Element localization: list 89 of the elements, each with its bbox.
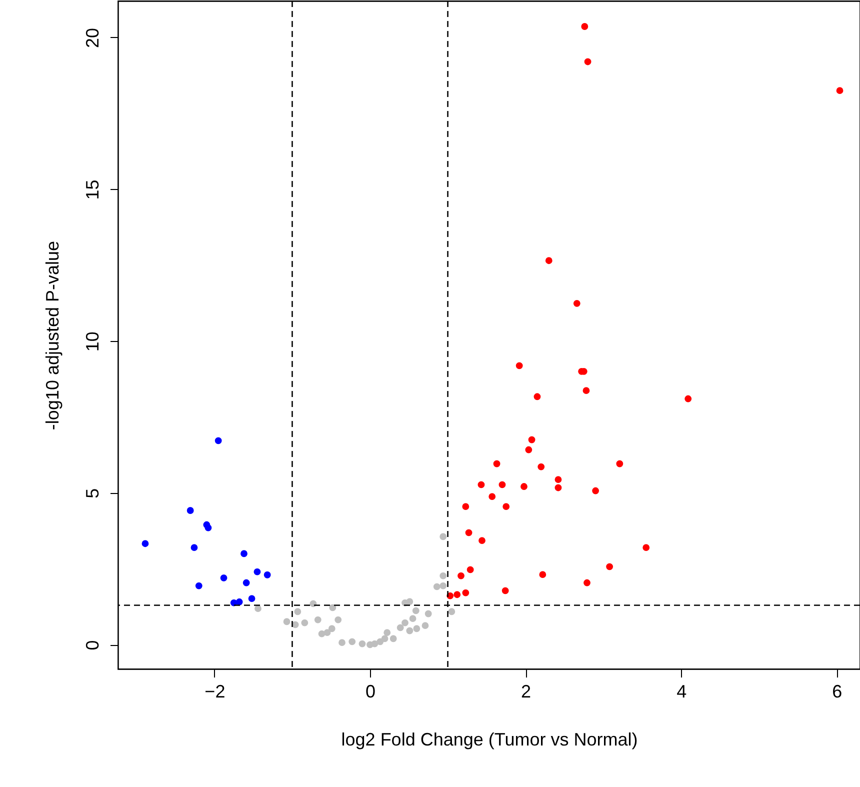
point <box>528 436 536 444</box>
point <box>466 566 474 574</box>
point <box>190 544 198 552</box>
point <box>642 544 650 552</box>
point <box>390 635 397 642</box>
point <box>584 579 590 586</box>
point <box>465 529 472 536</box>
point <box>358 640 366 648</box>
point <box>448 608 456 616</box>
point <box>214 437 222 444</box>
point <box>582 387 590 394</box>
point <box>324 629 331 636</box>
x-tick-label: 4 <box>676 682 687 702</box>
point <box>381 635 388 642</box>
point <box>539 571 546 578</box>
y-tick-label: 0 <box>82 640 102 650</box>
point <box>616 460 624 468</box>
point <box>554 484 562 492</box>
point <box>478 481 485 488</box>
point <box>186 507 194 514</box>
point <box>402 619 408 626</box>
y-tick-label: 10 <box>82 332 102 352</box>
point <box>338 639 346 646</box>
x-tick-label: −2 <box>204 682 226 702</box>
point <box>413 625 420 632</box>
point <box>525 446 532 454</box>
point <box>254 568 261 576</box>
point <box>283 618 290 626</box>
point <box>502 503 510 510</box>
x-tick-label: 6 <box>832 682 842 702</box>
y-axis-title: -log10 adjusted P-value <box>42 240 62 430</box>
point <box>458 572 464 580</box>
x-tick-label: 2 <box>521 682 532 702</box>
point <box>440 533 447 540</box>
point <box>248 595 256 602</box>
point <box>409 615 416 622</box>
point <box>195 582 202 590</box>
point <box>534 393 541 400</box>
point <box>462 503 470 510</box>
point <box>406 598 414 606</box>
point <box>836 87 844 94</box>
point <box>329 604 336 612</box>
point <box>502 587 509 594</box>
point <box>440 572 447 580</box>
x-tick-label: 0 <box>365 682 376 702</box>
point <box>242 579 250 586</box>
point <box>422 622 429 630</box>
point <box>581 23 588 30</box>
point <box>371 640 378 648</box>
point <box>424 610 432 618</box>
point <box>520 483 528 490</box>
point <box>328 625 336 632</box>
y-tick-label: 20 <box>82 28 102 48</box>
point <box>142 540 149 548</box>
point <box>554 476 562 483</box>
point <box>462 589 470 596</box>
point <box>433 583 440 590</box>
y-tick-label: 5 <box>82 488 102 498</box>
point <box>592 487 600 494</box>
point <box>498 481 506 488</box>
point <box>478 537 486 544</box>
x-axis-title: log2 Fold Change (Tumor vs Normal) <box>341 730 638 750</box>
point <box>264 571 271 578</box>
point <box>220 574 228 582</box>
point <box>294 608 302 616</box>
point <box>204 524 212 532</box>
point <box>488 493 496 500</box>
point <box>516 362 523 370</box>
y-tick-label: 15 <box>82 180 102 200</box>
point <box>396 624 404 632</box>
point <box>493 460 500 468</box>
point <box>236 598 243 606</box>
point <box>254 605 262 612</box>
point <box>454 591 461 598</box>
point <box>406 627 414 634</box>
point <box>314 616 322 624</box>
point <box>584 58 592 66</box>
point <box>384 629 391 636</box>
point <box>240 550 248 558</box>
point <box>538 463 545 470</box>
point <box>440 582 447 590</box>
point <box>545 257 552 264</box>
point <box>348 638 356 646</box>
point <box>334 616 342 624</box>
point <box>573 300 580 307</box>
point <box>412 607 420 614</box>
point <box>301 619 308 626</box>
point <box>606 563 614 570</box>
point <box>684 395 692 402</box>
